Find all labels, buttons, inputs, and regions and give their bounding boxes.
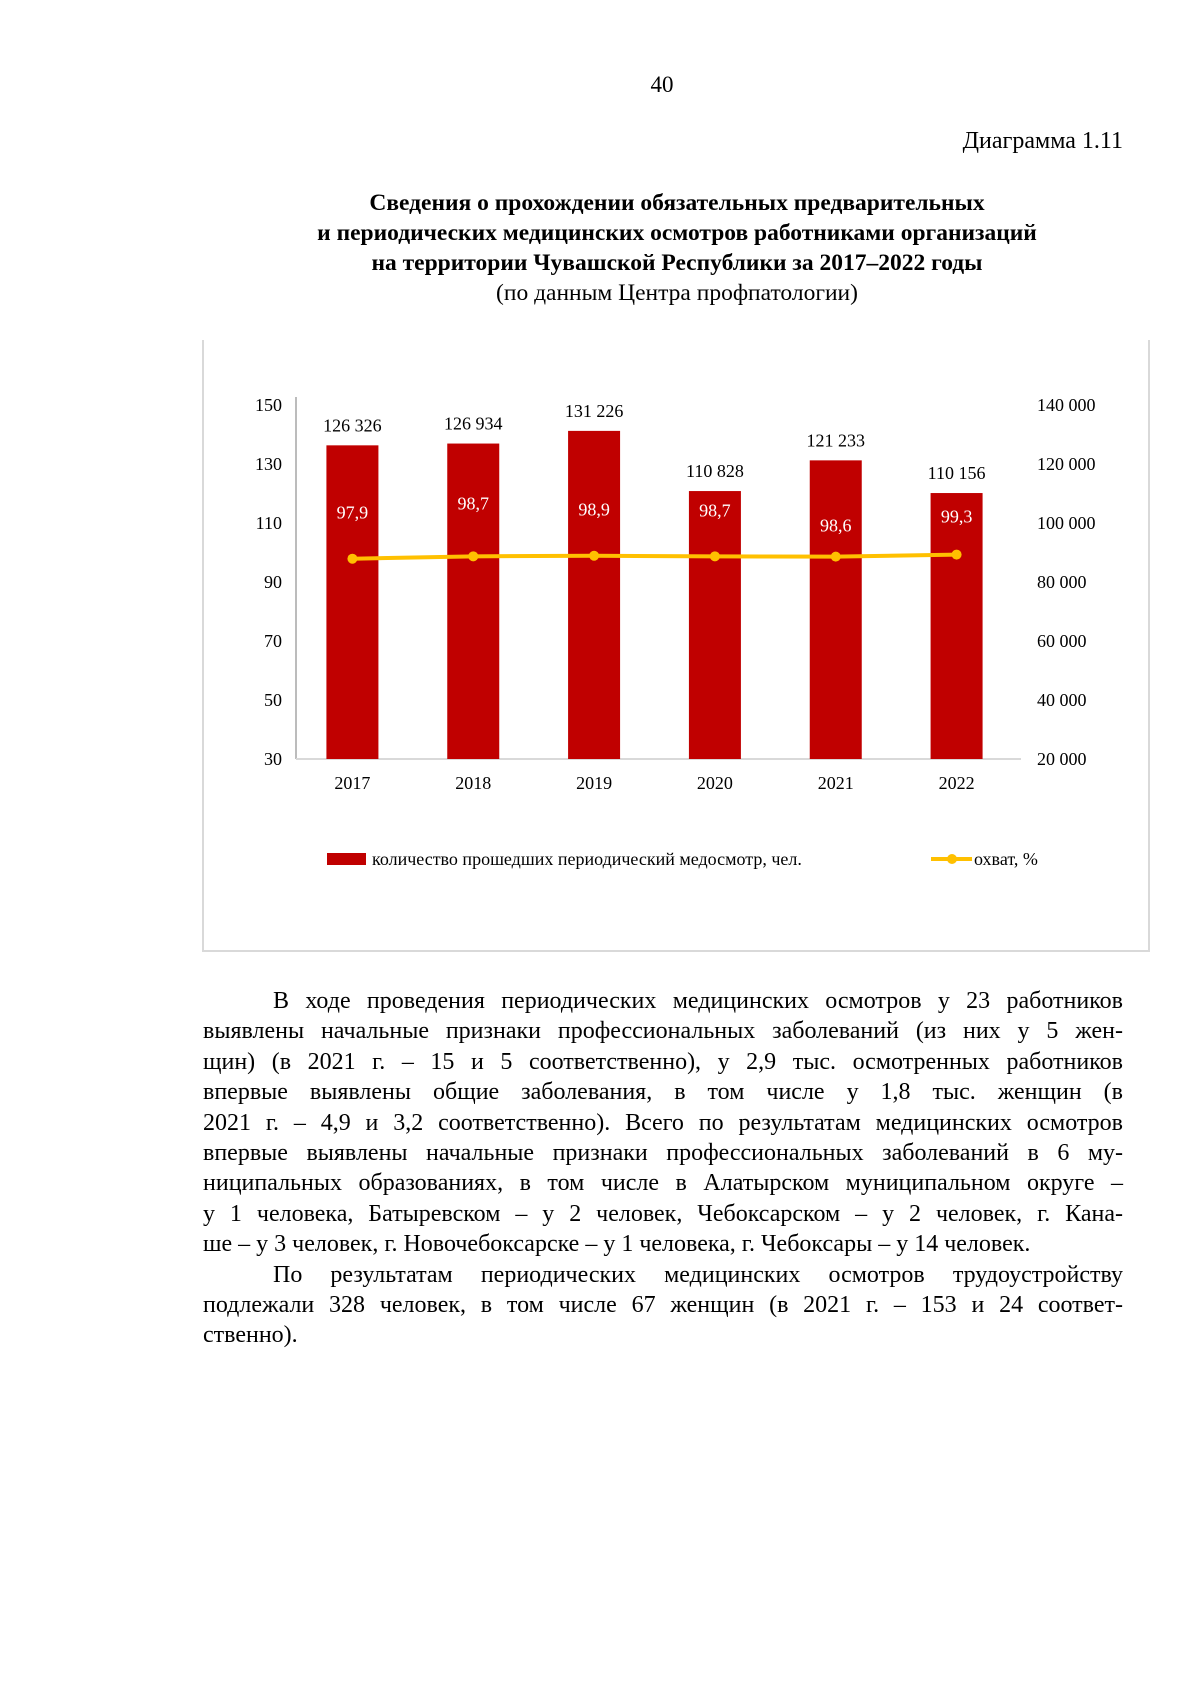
bar xyxy=(688,491,741,759)
line-point xyxy=(589,550,600,561)
title-line: Сведения о прохождении обязательных пред… xyxy=(369,190,985,216)
body-line: впервые выявлены общие заболевания, в то… xyxy=(203,1079,1123,1106)
left-tick-label: 150 xyxy=(255,395,282,415)
bar xyxy=(930,493,983,759)
left-tick-label: 110 xyxy=(256,513,282,533)
line-point xyxy=(347,553,358,564)
bar xyxy=(447,443,500,759)
body-line: 2021 г. – 4,9 и 3,2 соответственно). Все… xyxy=(203,1109,1123,1136)
body-line: ниципальных образованиях, в том числе в … xyxy=(203,1170,1123,1197)
line-data-label: 98,7 xyxy=(458,493,490,513)
bar-data-label: 121 233 xyxy=(807,430,866,450)
bar xyxy=(568,430,621,759)
left-tick-label: 90 xyxy=(264,572,282,592)
body-line: ше – у 3 человек, г. Новочебоксарске – у… xyxy=(203,1231,1031,1258)
line-point xyxy=(951,549,962,560)
body-line: щин) (в 2021 г. – 15 и 5 соответственно)… xyxy=(203,1048,1123,1075)
body-line: По результатам периодических медицинских… xyxy=(273,1261,1123,1288)
bar-data-label: 131 226 xyxy=(565,401,624,421)
bar xyxy=(809,460,862,759)
left-tick-label: 30 xyxy=(264,749,282,769)
right-tick-label: 140 000 xyxy=(1037,395,1096,415)
right-tick-label: 40 000 xyxy=(1037,690,1087,710)
line-point xyxy=(830,551,841,562)
line-point xyxy=(468,551,479,562)
bar-data-label: 126 326 xyxy=(323,415,382,435)
body-line: у 1 человека, Батыревском – у 2 человек,… xyxy=(203,1200,1123,1227)
right-tick-label: 100 000 xyxy=(1037,513,1096,533)
line-data-label: 98,7 xyxy=(699,500,731,520)
bar-data-label: 110 828 xyxy=(686,461,744,481)
x-tick-label: 2019 xyxy=(576,773,612,793)
x-tick-label: 2018 xyxy=(455,773,491,793)
body-line: выявлены начальные признаки профессионал… xyxy=(203,1018,1123,1045)
x-tick-label: 2017 xyxy=(334,773,370,793)
body-line: подлежали 328 человек, в том числе 67 же… xyxy=(203,1292,1123,1319)
legend-bar-swatch xyxy=(327,853,366,865)
right-tick-label: 80 000 xyxy=(1037,572,1087,592)
x-tick-label: 2022 xyxy=(939,773,975,793)
legend-line-label: охват, % xyxy=(974,849,1038,869)
right-tick-label: 60 000 xyxy=(1037,631,1087,651)
line-data-label: 98,6 xyxy=(820,516,852,536)
bar xyxy=(326,445,379,759)
left-tick-label: 50 xyxy=(264,690,282,710)
chart-container: 150 130 110 90 70 50 30 140 000 120 000 100 000 80… xyxy=(202,340,1150,952)
left-tick-label: 70 xyxy=(264,631,282,651)
x-tick-label: 2020 xyxy=(697,773,733,793)
body-line: впервые выявлены начальные признаки проф… xyxy=(203,1140,1123,1167)
body-line: ственно). xyxy=(203,1322,298,1349)
body-line: В ходе проведения периодических медицинс… xyxy=(273,988,1123,1014)
title-line: и периодических медицинских осмотров раб… xyxy=(317,220,1037,246)
bar-data-label: 126 934 xyxy=(444,414,503,434)
coverage-line xyxy=(352,552,957,561)
line-data-label: 99,3 xyxy=(941,507,973,527)
bar-data-label: 110 156 xyxy=(928,463,986,483)
left-tick-label: 130 xyxy=(255,454,282,474)
chart-title: Сведения о прохождении обязательных пред… xyxy=(202,188,1152,308)
title-subtitle: (по данным Центра профпатологии) xyxy=(496,280,858,306)
combo-chart: 150 130 110 90 70 50 30 140 000 120 000 100 000 80… xyxy=(255,395,1096,869)
title-line: на территории Чувашской Республики за 20… xyxy=(371,250,983,276)
legend-line-marker xyxy=(947,854,957,864)
right-tick-label: 20 000 xyxy=(1037,749,1087,769)
body-text: В ходе проведения периодических медицинс… xyxy=(203,986,1123,1351)
line-point xyxy=(709,551,720,562)
x-tick-label: 2021 xyxy=(818,773,854,793)
page-number: 40 xyxy=(650,72,674,97)
diagram-label: Диаграмма 1.11 xyxy=(962,128,1123,154)
legend-bar-label: количество прошедших периодический медос… xyxy=(372,849,802,869)
right-tick-label: 120 000 xyxy=(1037,454,1096,474)
line-data-label: 98,9 xyxy=(578,500,610,520)
line-data-label: 97,9 xyxy=(337,503,369,523)
